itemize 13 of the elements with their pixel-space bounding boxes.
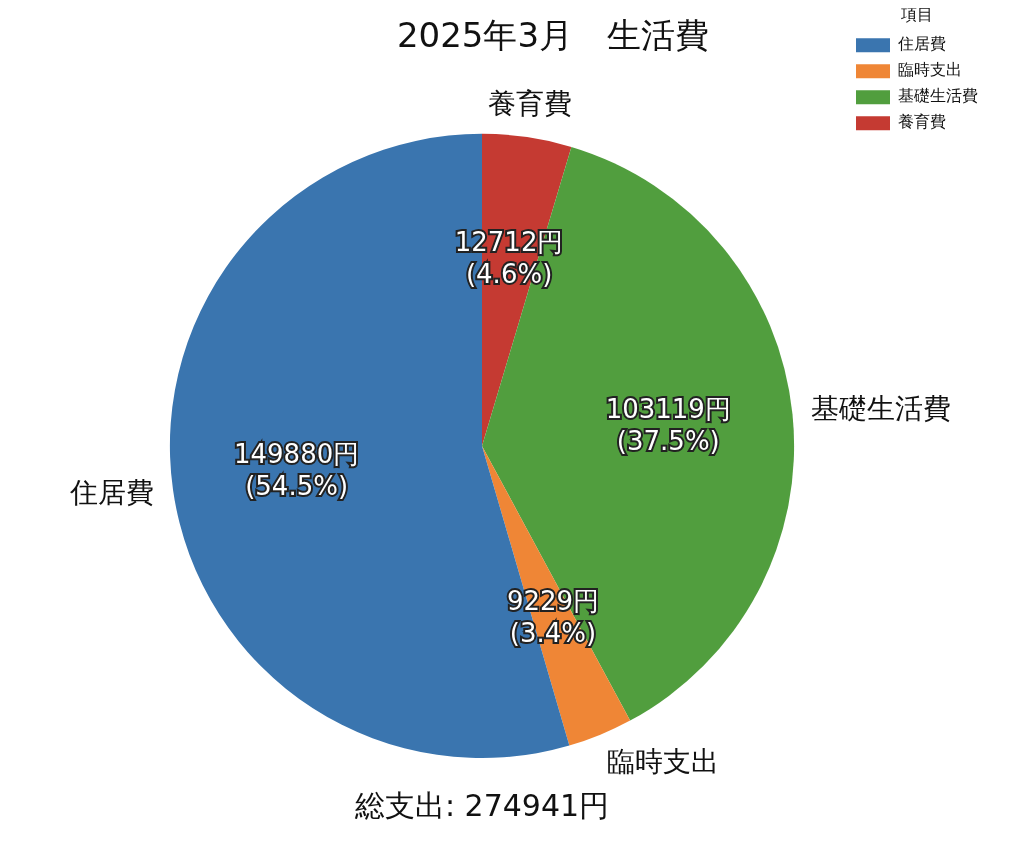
legend-label: 基礎生活費 (898, 86, 978, 106)
legend-label: 住居費 (897, 34, 946, 54)
data-label: 149880円 (54.5%) (233, 439, 360, 502)
legend-label: 養育費 (898, 112, 946, 132)
text: 総支出: 274941円 (353, 787, 610, 823)
legend-label: 臨時支出 (898, 60, 962, 80)
slice-label: 住居費 (69, 475, 155, 509)
slice-label: 臨時支出 (607, 744, 720, 778)
data-label: 103119円 (37.5%) (605, 393, 731, 456)
slice-label: 養育費 (487, 87, 572, 121)
chart-title: 2025年3月 生活費 (396, 15, 710, 56)
legend-title: 項目 (900, 5, 933, 25)
slice-label: 基礎生活費 (811, 392, 952, 426)
